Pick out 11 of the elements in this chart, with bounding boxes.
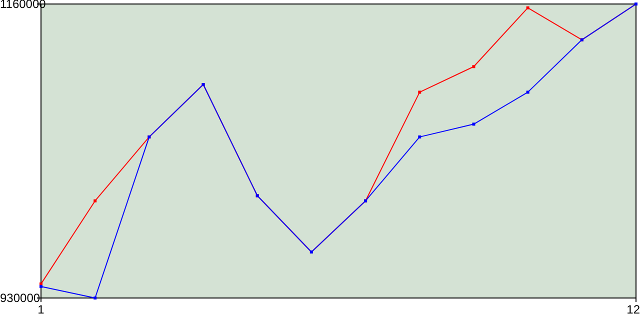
point [472, 122, 476, 126]
point [472, 65, 476, 68]
x-tick-label: 12 [626, 302, 640, 317]
point [418, 90, 422, 94]
point [94, 199, 97, 202]
x-tick-label: 1 [38, 302, 45, 317]
point [526, 90, 530, 94]
point [418, 135, 422, 138]
point [526, 6, 530, 10]
point [94, 296, 97, 300]
y-tick-label: 930000 [0, 290, 40, 305]
